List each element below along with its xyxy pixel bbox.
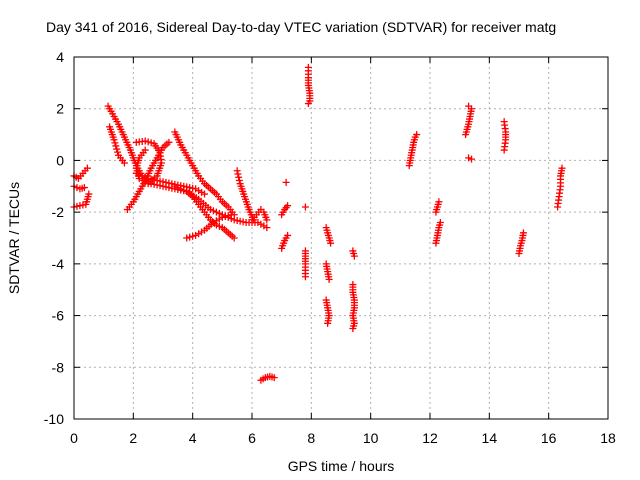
data-point — [325, 275, 333, 283]
y-tick-label: 0 — [56, 152, 64, 168]
y-tick-label: 4 — [56, 49, 64, 65]
x-tick-label: 18 — [600, 430, 616, 446]
data-point — [500, 118, 508, 126]
data-point — [234, 170, 242, 178]
axis-ticks: 0 2 4 6 8 10 12 14 16 18 -10 -8 -6 -4 -2 0 2 4 — [44, 49, 616, 446]
data-point — [230, 234, 238, 242]
data-point — [111, 139, 119, 147]
data-point — [327, 239, 335, 247]
data-point — [465, 102, 473, 110]
grid-lines — [74, 57, 608, 419]
data-point — [120, 159, 128, 167]
x-tick-label: 6 — [248, 430, 256, 446]
data-points — [70, 63, 566, 384]
y-axis-label: SDTVAR / TECUs — [6, 182, 22, 294]
x-tick-label: 0 — [70, 430, 78, 446]
plot-frame — [73, 56, 609, 420]
data-point — [227, 211, 235, 219]
x-tick-label: 4 — [189, 430, 197, 446]
data-point — [284, 231, 292, 239]
data-point — [112, 142, 120, 150]
x-tick-label: 10 — [363, 430, 379, 446]
data-point — [282, 178, 290, 186]
data-point — [110, 136, 118, 144]
data-point — [83, 164, 91, 172]
data-point — [165, 138, 173, 146]
data-point — [263, 216, 271, 224]
x-tick-label: 16 — [541, 430, 557, 446]
data-point — [263, 224, 271, 232]
data-point — [349, 325, 357, 332]
x-tick-label: 12 — [422, 430, 438, 446]
data-point — [235, 176, 243, 184]
y-tick-label: -8 — [52, 359, 65, 375]
x-tick-label: 2 — [129, 430, 137, 446]
data-point — [301, 203, 309, 211]
y-tick-label: 2 — [56, 101, 64, 117]
y-tick-label: -4 — [52, 256, 65, 272]
data-point — [324, 319, 332, 327]
data-point — [468, 155, 476, 163]
data-point — [413, 131, 421, 139]
data-point — [284, 202, 292, 210]
data-point — [114, 148, 122, 156]
data-point — [270, 374, 278, 382]
data-point — [113, 145, 121, 153]
data-point — [436, 218, 444, 226]
data-point — [80, 184, 88, 192]
data-point — [301, 273, 309, 281]
y-tick-label: -6 — [52, 308, 65, 324]
data-point — [235, 173, 243, 181]
x-tick-label: 8 — [307, 430, 315, 446]
data-point — [141, 146, 149, 154]
chart-title: Day 341 of 2016, Sidereal Day-to-day VTE… — [46, 19, 556, 35]
y-tick-label: -2 — [52, 204, 65, 220]
x-axis-label: GPS time / hours — [288, 458, 395, 474]
data-point — [435, 198, 443, 206]
x-tick-label: 14 — [482, 430, 498, 446]
data-point — [519, 229, 527, 237]
data-point — [85, 190, 93, 198]
data-point — [233, 167, 241, 175]
data-point — [558, 164, 566, 172]
y-tick-label: -10 — [44, 411, 64, 427]
data-point — [201, 190, 209, 198]
data-point — [350, 252, 358, 260]
data-point — [304, 100, 312, 108]
